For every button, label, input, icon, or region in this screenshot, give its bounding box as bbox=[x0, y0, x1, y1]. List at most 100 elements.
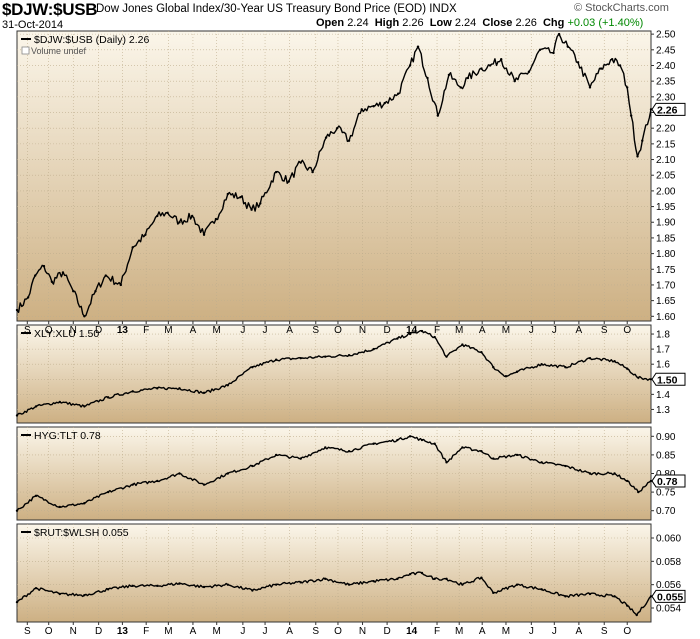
panel-0-point-2 bbox=[34, 274, 37, 277]
panel-0-ytick-label-3: 1.75 bbox=[656, 265, 676, 276]
panel-3-point-15 bbox=[372, 579, 375, 583]
xaxis-lower-label-14: N bbox=[359, 626, 366, 637]
panel-0-point-51 bbox=[588, 86, 592, 89]
xaxis-upper-label-22: J bbox=[552, 325, 557, 336]
panel-0-ytick-label-1: 1.65 bbox=[656, 296, 676, 307]
panel-0-point-41 bbox=[480, 67, 483, 70]
panel-3-point-23 bbox=[492, 591, 495, 595]
panel-0-point-9 bbox=[104, 274, 107, 277]
panel-2-point-23 bbox=[492, 457, 495, 460]
panel-1-point-1 bbox=[34, 405, 38, 408]
panel-0-ytick-label-11: 2.15 bbox=[656, 139, 676, 150]
panel-3-series-line bbox=[16, 571, 652, 616]
xaxis-lower-label-1: O bbox=[45, 626, 53, 637]
panel-3-point-9 bbox=[226, 583, 230, 586]
panel-0-ytick-label-8: 2.00 bbox=[656, 186, 676, 197]
panel-1-ytick-label-1: 1.4 bbox=[656, 390, 670, 401]
panel-3-point-11 bbox=[274, 583, 278, 586]
panel-0-point-28 bbox=[335, 126, 339, 130]
xaxis-upper-label-2: N bbox=[70, 325, 77, 336]
panel-1-point-31 bbox=[637, 376, 640, 379]
panel-0-ytick-label-18: 2.50 bbox=[656, 30, 676, 41]
panel-3-ytick-label-3: 0.058 bbox=[656, 557, 681, 568]
close-label: Close bbox=[482, 17, 513, 29]
panel-1-point-9 bbox=[226, 384, 230, 387]
chart-header: $DJW:$USB Dow Jones Global Index/30-Year… bbox=[0, 0, 700, 34]
xaxis-lower-label-9: J bbox=[240, 626, 245, 637]
panel-3-point-28 bbox=[613, 595, 616, 598]
panel-0-point-58 bbox=[641, 139, 644, 142]
panel-0-ytick-label-0: 1.60 bbox=[656, 312, 676, 323]
xaxis-upper-label-12: S bbox=[312, 325, 319, 336]
high-label: High bbox=[374, 17, 400, 29]
xaxis-lower-label-0: S bbox=[24, 626, 31, 637]
panel-2-ytick-label-0: 0.70 bbox=[656, 506, 676, 517]
panel-2-point-19 bbox=[433, 442, 436, 445]
panel-2-point-7 bbox=[178, 472, 181, 475]
panel-0-ytick-label-7: 1.95 bbox=[656, 202, 676, 213]
panel-3-point-3 bbox=[83, 593, 86, 597]
chg-value: +0.03 (+1.40%) bbox=[567, 17, 644, 29]
panel-2-point-26 bbox=[564, 464, 567, 468]
panel-1-point-19 bbox=[433, 335, 436, 339]
panel-3-point-26 bbox=[564, 595, 567, 598]
panel-3-point-12 bbox=[299, 581, 302, 584]
open-value: 2.24 bbox=[347, 17, 369, 29]
panel-0-point-7 bbox=[83, 315, 86, 318]
panel-3-point-30 bbox=[635, 613, 638, 617]
panel-2-point-20 bbox=[445, 461, 448, 464]
panel-2-legend: HYG:TLT 0.78 bbox=[34, 430, 101, 442]
panel-3-point-18 bbox=[420, 571, 424, 575]
panel-0-point-33 bbox=[396, 92, 400, 95]
panel-0-point-11 bbox=[131, 246, 134, 249]
panel-0-point-56 bbox=[629, 114, 633, 117]
panel-0-note: Volume undef bbox=[31, 46, 87, 56]
panel-0-point-59 bbox=[649, 108, 653, 111]
panel-0-point-1 bbox=[26, 296, 30, 299]
panel-3-ytick-label-2: 0.056 bbox=[656, 580, 681, 591]
panel-2-series-line bbox=[16, 435, 652, 512]
panel-0-point-21 bbox=[250, 208, 253, 211]
panel-1-legend: XLY:XLU 1.50 bbox=[34, 328, 99, 340]
panel-2-point-8 bbox=[202, 483, 206, 486]
panel-2-ytick-label-3: 0.85 bbox=[656, 450, 676, 461]
panel-0-point-0 bbox=[15, 308, 19, 312]
xaxis-upper-label-0: S bbox=[24, 325, 31, 336]
panel-0-point-37 bbox=[436, 114, 440, 117]
panel-1-point-2 bbox=[58, 400, 61, 404]
panel-0-note-swatch bbox=[21, 46, 30, 55]
panel-0-point-34 bbox=[408, 64, 412, 67]
xaxis-lower-label-20: M bbox=[502, 626, 510, 637]
panel-1-point-26 bbox=[540, 363, 543, 366]
panel-0-point-32 bbox=[383, 101, 386, 105]
panel-0-point-17 bbox=[202, 233, 206, 236]
stockcharts-logo: © StockCharts.com bbox=[574, 2, 669, 14]
chart-date: 31-Oct-2014 bbox=[2, 19, 64, 31]
xaxis-upper-label-20: M bbox=[502, 325, 510, 336]
panel-0-point-10 bbox=[119, 283, 123, 287]
panel-2-point-25 bbox=[540, 461, 543, 464]
panel-1-point-22 bbox=[480, 350, 483, 354]
xaxis-lower-label-18: M bbox=[455, 626, 463, 637]
panel-0-point-3 bbox=[42, 264, 46, 268]
xaxis-upper-label-5: F bbox=[143, 325, 149, 336]
panel-2-point-30 bbox=[637, 490, 640, 494]
symbol-description: Dow Jones Global Index/30-Year US Treasu… bbox=[96, 3, 457, 15]
panel-1-point-24 bbox=[504, 375, 508, 378]
close-value: 2.26 bbox=[515, 17, 537, 29]
panel-1-last-value-box bbox=[651, 372, 686, 386]
panel-3-legend: $RUT:$WLSH 0.055 bbox=[34, 527, 129, 539]
xaxis-lower-label-19: A bbox=[479, 626, 486, 637]
panel-3-point-31 bbox=[649, 595, 653, 598]
panel-1-point-3 bbox=[83, 405, 86, 408]
panel-1-point-20 bbox=[445, 355, 448, 358]
xaxis-lower-label-2: N bbox=[70, 626, 77, 637]
high-value: 2.26 bbox=[402, 17, 424, 29]
xaxis-upper-label-24: S bbox=[601, 325, 608, 336]
panel-0-point-20 bbox=[239, 195, 242, 199]
panel-0-ytick-label-4: 1.80 bbox=[656, 249, 676, 260]
xaxis-upper-label-6: M bbox=[164, 325, 172, 336]
xaxis-upper-label-21: J bbox=[529, 325, 534, 336]
panel-0-point-23 bbox=[274, 170, 278, 174]
